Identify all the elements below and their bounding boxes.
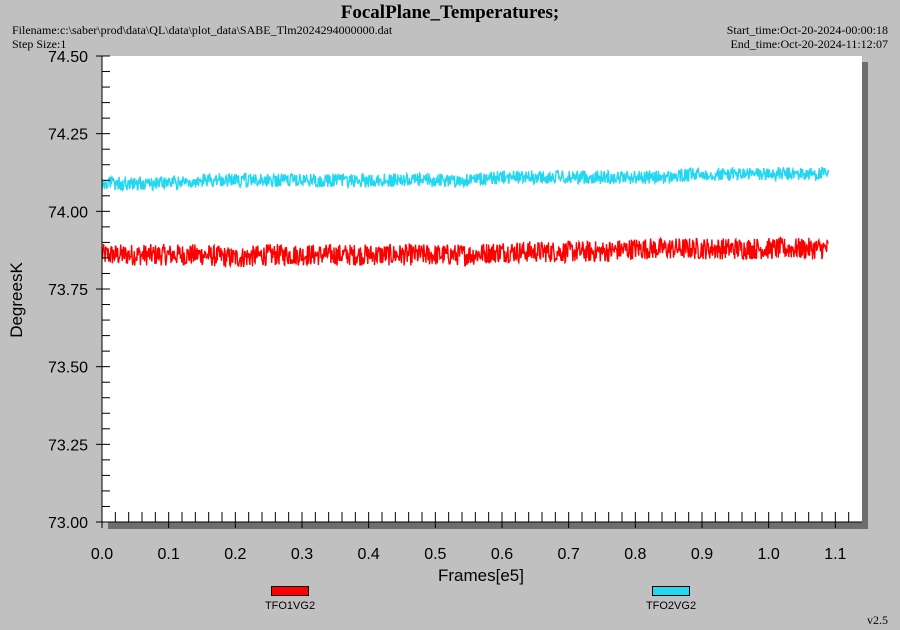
x-tick-label: 0.9 <box>691 546 713 563</box>
version-label: v2.5 <box>867 613 888 627</box>
legend-swatch-tfo1vg2 <box>271 586 309 596</box>
x-tick-label: 0.7 <box>558 546 580 563</box>
y-tick-label: 74.50 <box>48 49 88 66</box>
x-axis-label: Frames[e5] <box>438 566 524 585</box>
y-tick-label: 74.00 <box>48 204 88 221</box>
filename-label: Filename:c:\saber\prod\data\QL\data\plot… <box>12 23 393 37</box>
ticks-layer: 0.0 0.1 0.2 0.3 0.4 0.5 0.6 0.7 0.8 0.9 1.0 1.1 73.0… <box>48 49 850 563</box>
end-time-label: End_time:Oct-20-2024-11:12:07 <box>730 37 888 51</box>
legend-item-tfo2vg2: TFO2VG2 <box>631 586 711 612</box>
x-tick-label: 0.5 <box>424 546 446 563</box>
y-tick-label: 74.25 <box>48 127 88 144</box>
y-tick-label: 73.00 <box>48 515 88 532</box>
x-tick-label: 0.1 <box>158 546 180 563</box>
series-layer <box>101 166 830 269</box>
y-tick-label: 73.75 <box>48 282 88 299</box>
legend-label-tfo1vg2: TFO1VG2 <box>264 600 316 612</box>
legend-item-tfo1vg2: TFO1VG2 <box>250 586 330 612</box>
y-tick-label: 73.50 <box>48 360 88 377</box>
x-tick-label: 0.0 <box>91 546 113 563</box>
x-tick-label: 0.4 <box>358 546 380 563</box>
y-axis-label: DegreesK <box>7 262 26 338</box>
y-tick-label: 73.25 <box>48 437 88 454</box>
series-line-tfo1vg2 <box>101 235 829 269</box>
legend-label-tfo2vg2: TFO2VG2 <box>645 600 697 612</box>
x-tick-label: 0.8 <box>624 546 646 563</box>
chart-title: FocalPlane_Temperatures; <box>340 2 560 23</box>
plot-area <box>102 56 862 522</box>
legend-swatch-tfo2vg2 <box>652 586 690 596</box>
x-tick-label: 0.3 <box>291 546 313 563</box>
x-tick-label: 0.2 <box>224 546 246 563</box>
start-time-label: Start_time:Oct-20-2024-00:00:18 <box>726 23 888 37</box>
x-tick-label: 1.1 <box>824 546 846 563</box>
series-line-tfo2vg2 <box>101 166 830 193</box>
step-size-label: Step Size:1 <box>12 37 67 51</box>
x-tick-label: 0.6 <box>491 546 513 563</box>
x-tick-label: 1.0 <box>758 546 780 563</box>
